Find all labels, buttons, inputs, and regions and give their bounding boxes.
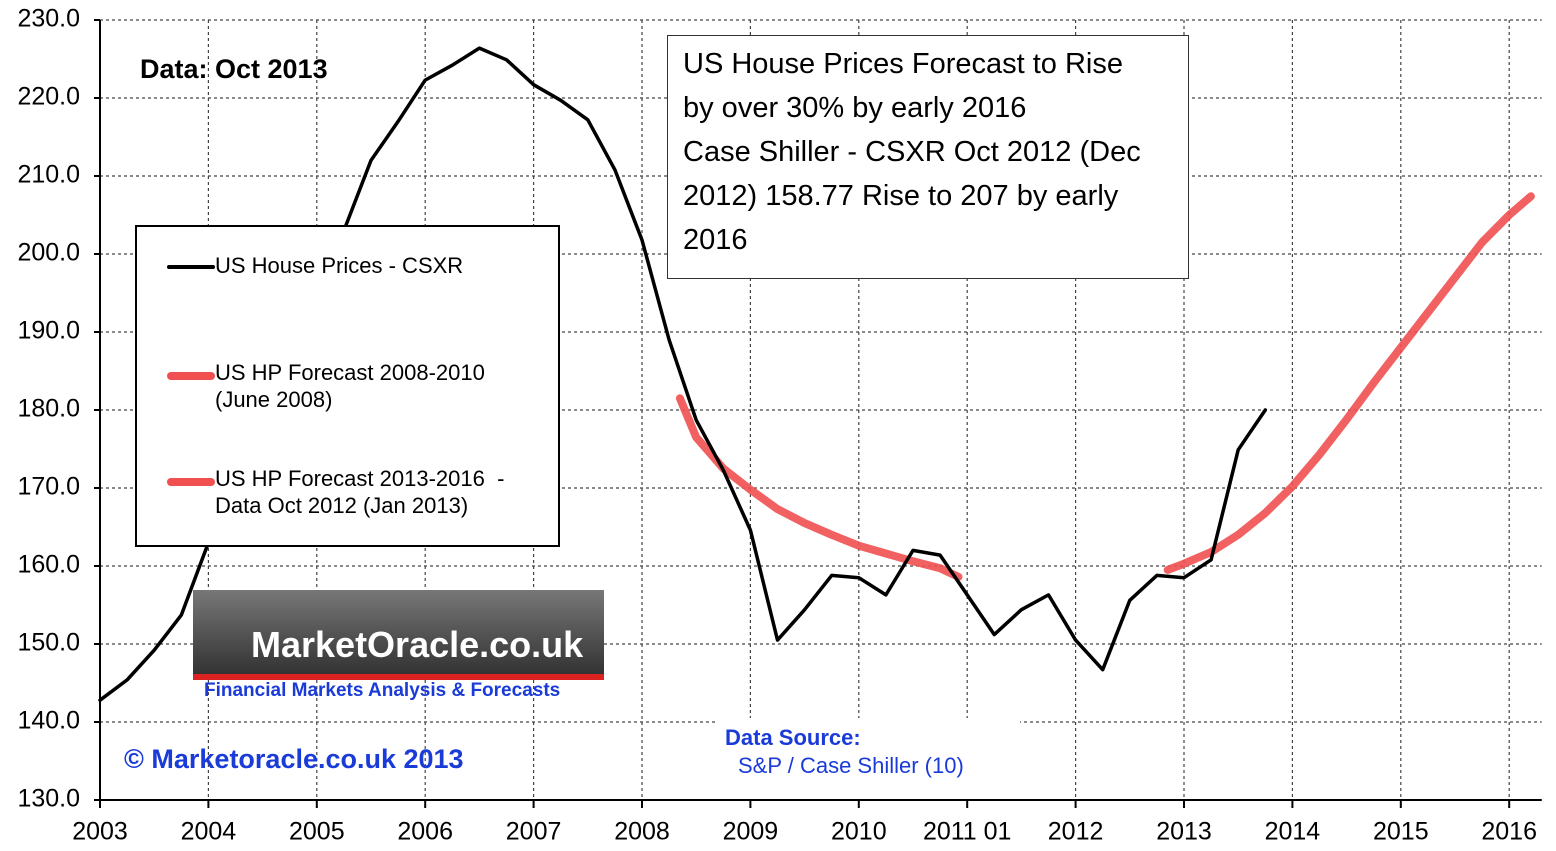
x-tick-label: 2008 [614,818,670,846]
x-tick-label: 2004 [181,818,237,846]
legend-label: US HP Forecast 2008-2010 (June 2008) [215,359,485,413]
y-tick-label: 180.0 [17,395,80,423]
y-tick-label: 190.0 [17,317,80,345]
y-tick-label: 130.0 [17,785,80,813]
legend-label: US HP Forecast 2013-2016 - Data Oct 2012… [215,465,504,519]
y-tick-label: 150.0 [17,629,80,657]
annotation: Data: Oct 2013 [140,54,328,85]
y-tick-label: 210.0 [17,161,80,189]
x-tick-label: 2013 [1156,818,1212,846]
legend-swatch [167,265,215,269]
x-tick-label: 2003 [72,818,128,846]
x-tick-label: 2009 [723,818,779,846]
x-tick-label: 2006 [397,818,453,846]
y-tick-label: 140.0 [17,707,80,735]
legend-label: US House Prices - CSXR [215,252,463,279]
y-tick-label: 230.0 [17,5,80,33]
source-label: Data Source: [725,725,861,751]
page: 130.0 140.0 150.0 160.0 170.0 180.0 190.0 200.0… [0,0,1556,851]
logo: MarketOracle.co.uk [193,590,604,680]
y-tick-label: 220.0 [17,83,80,111]
source-text: S&P / Case Shiller (10) [738,753,964,779]
x-tick-label: 2007 [506,818,562,846]
legend: US House Prices - CSXR US HP Forecast 200… [135,225,560,547]
legend-swatch [167,372,215,380]
y-tick-label: 170.0 [17,473,80,501]
y-tick-label: 160.0 [17,551,80,579]
legend-swatch [167,478,215,486]
logo-tagline: Financial Markets Analysis & Forecasts [204,680,560,702]
x-tick-label: 2011 01 [923,818,1012,846]
x-tick-label: 2014 [1265,818,1321,846]
copyright: © Marketoracle.co.uk 2013 [124,744,464,775]
x-tick-label: 2005 [289,818,345,846]
x-tick-label: 2010 [831,818,887,846]
x-tick-label: 2012 [1048,818,1104,846]
x-tick-label: 2015 [1373,818,1429,846]
x-tick-label: 2016 [1481,818,1537,846]
y-tick-label: 200.0 [17,239,80,267]
text-box: US House Prices Forecast to Rise by over… [667,35,1189,279]
logo-text: MarketOracle.co.uk [251,624,583,666]
